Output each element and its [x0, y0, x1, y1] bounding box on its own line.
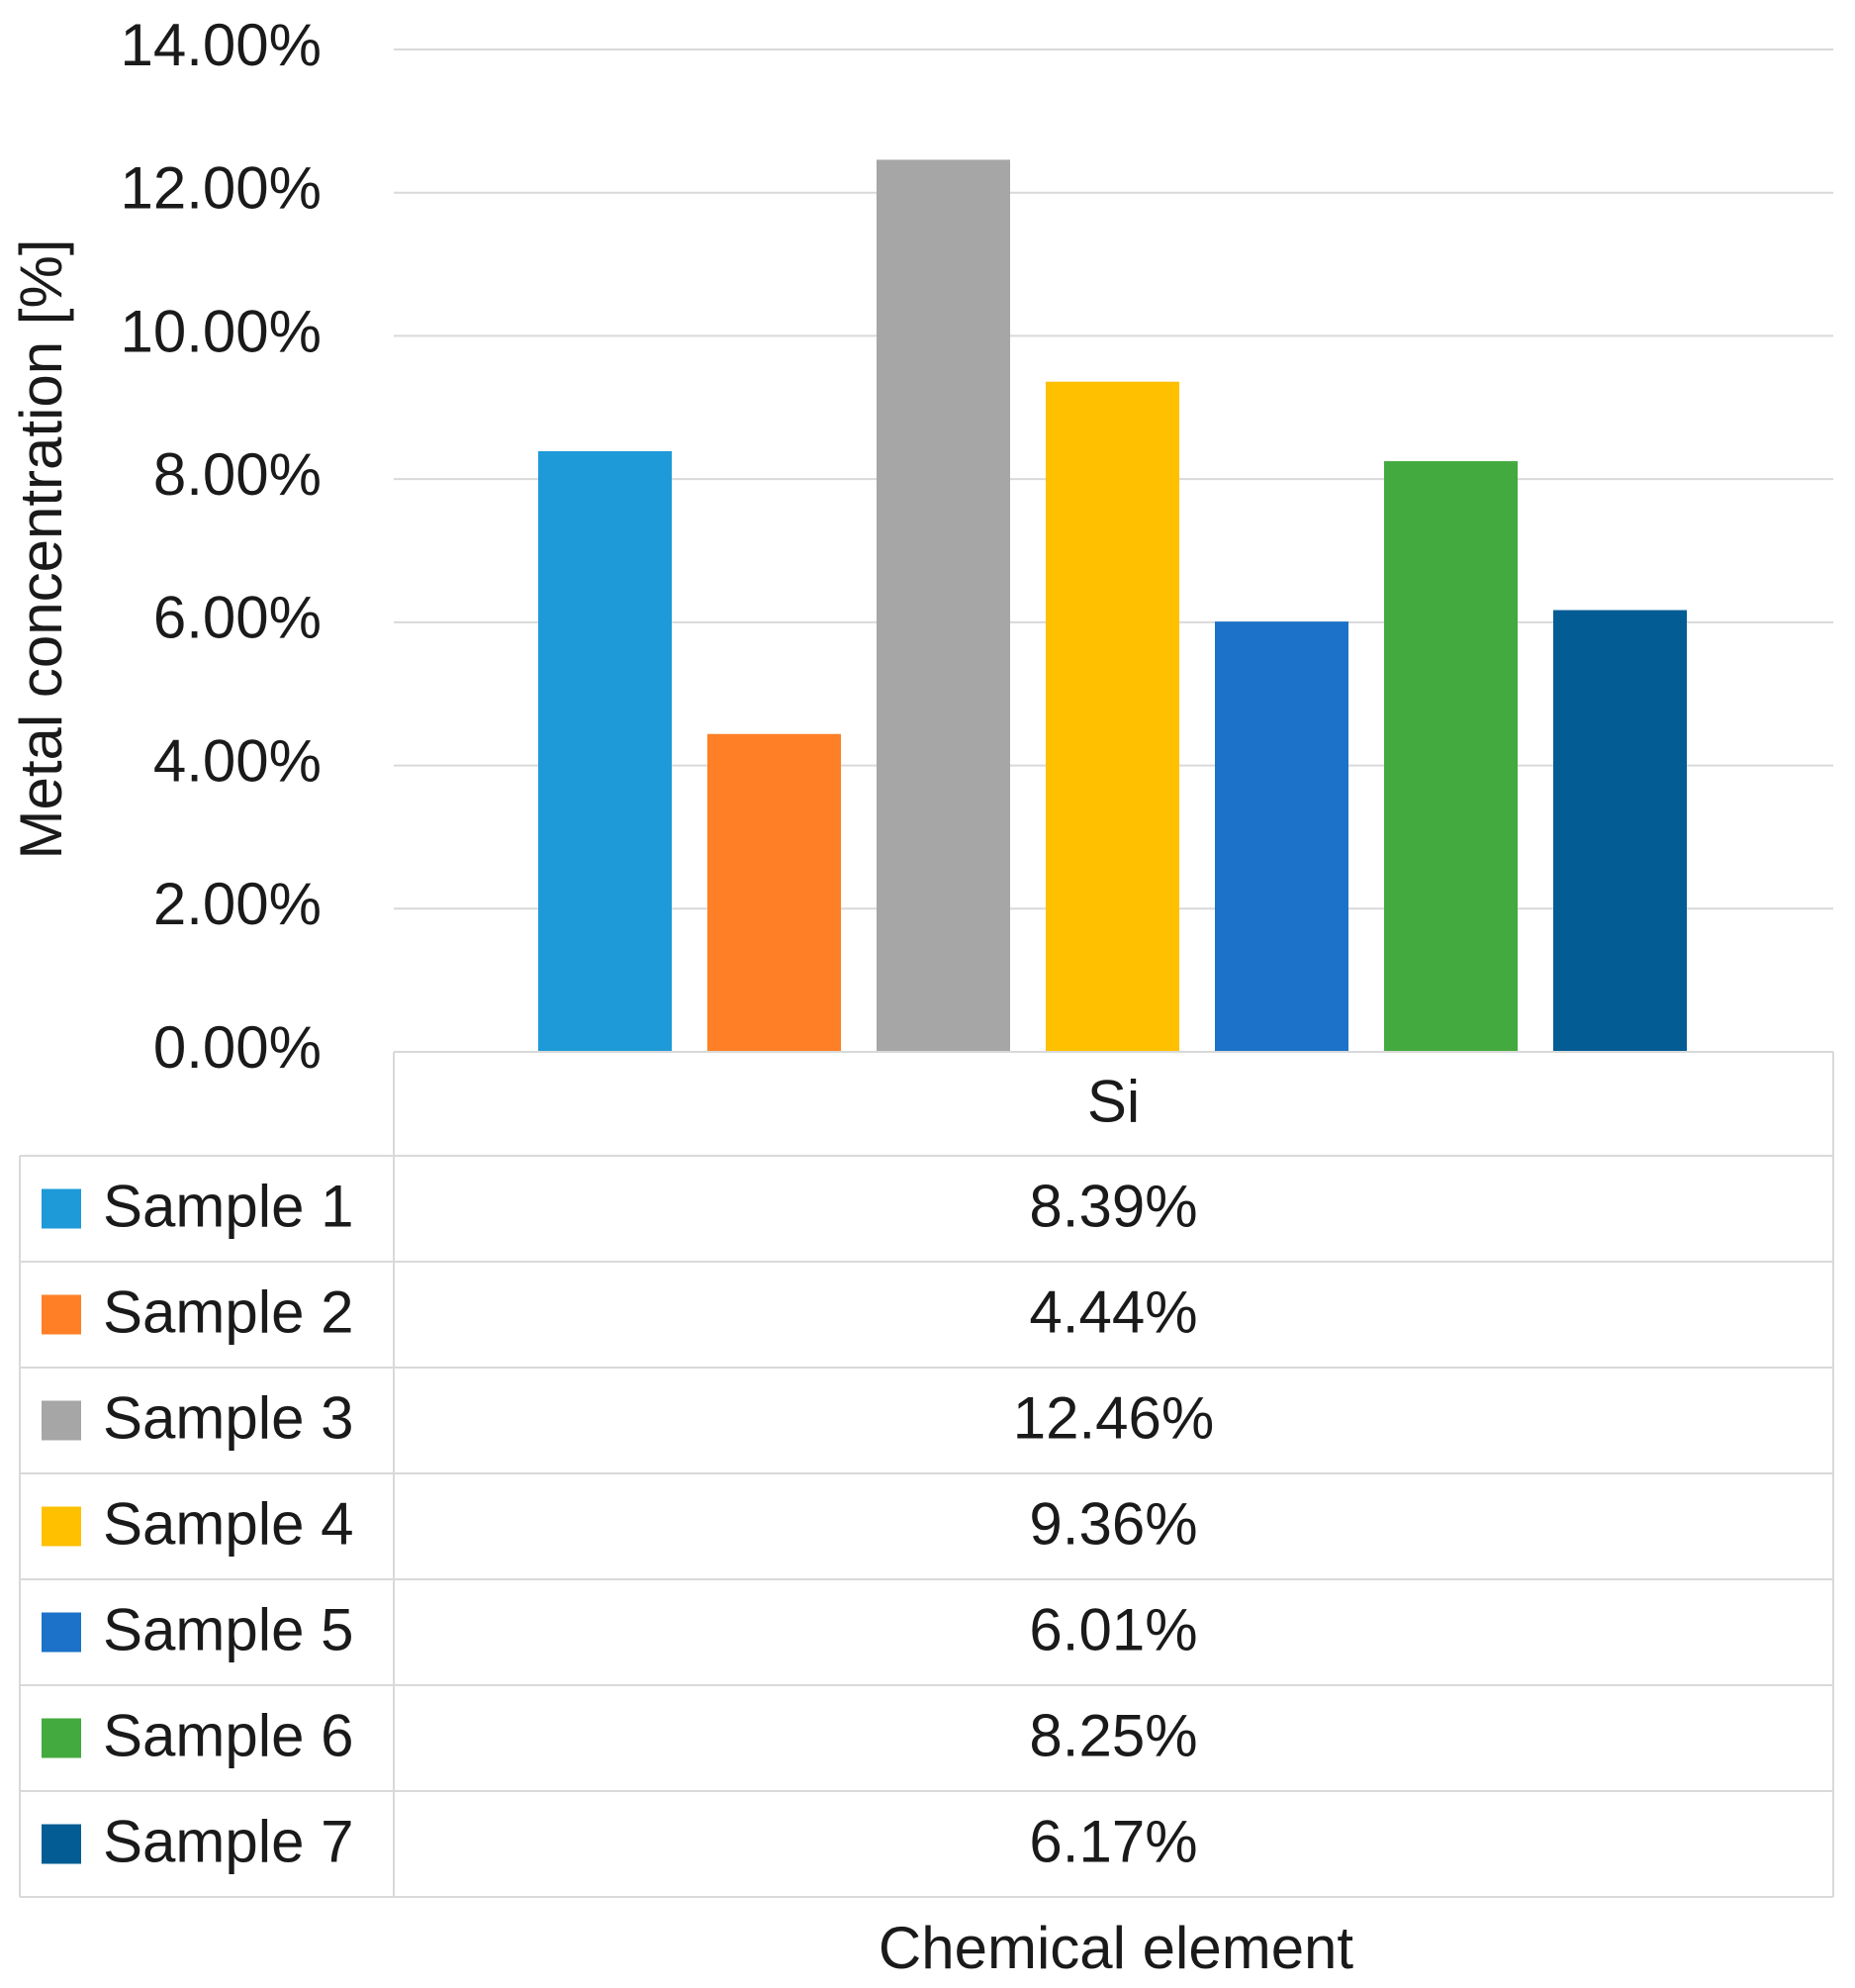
- data-label: 12.46%: [1013, 1384, 1215, 1451]
- y-tick-label: 0.00%: [153, 1014, 322, 1081]
- y-tick-label: 6.00%: [153, 585, 322, 651]
- legend-label: Sample 1: [103, 1173, 353, 1239]
- legend-label: Sample 3: [103, 1384, 353, 1451]
- bar-sample-5: [1215, 621, 1348, 1052]
- legend-label: Sample 5: [103, 1596, 353, 1662]
- bars: [538, 159, 1687, 1052]
- data-label: 6.01%: [1029, 1596, 1197, 1662]
- x-axis-title: Chemical element: [879, 1915, 1354, 1981]
- bar-sample-4: [1046, 381, 1179, 1052]
- data-label: 9.36%: [1029, 1490, 1197, 1557]
- legend-swatch: [42, 1718, 81, 1758]
- bar-sample-3: [877, 159, 1010, 1052]
- legend-swatch: [42, 1824, 81, 1864]
- data-label: 8.39%: [1029, 1173, 1197, 1239]
- legend-label: Sample 4: [103, 1490, 353, 1557]
- legend-swatch: [42, 1294, 81, 1335]
- legend-label: Sample 2: [103, 1278, 353, 1345]
- data-label: 6.17%: [1029, 1808, 1197, 1874]
- y-tick-label: 10.00%: [121, 298, 323, 364]
- data-label: 4.44%: [1029, 1278, 1197, 1345]
- data-label: 8.25%: [1029, 1702, 1197, 1768]
- y-tick-label: 14.00%: [121, 12, 323, 78]
- bar-sample-6: [1384, 461, 1518, 1052]
- y-axis-title: Metal concentration [%]: [8, 239, 74, 860]
- y-tick-label: 2.00%: [153, 871, 322, 937]
- bar-sample-1: [538, 450, 672, 1052]
- category-label: Si: [1087, 1068, 1140, 1134]
- bar-sample-7: [1553, 610, 1687, 1052]
- legend-label: Sample 6: [103, 1702, 353, 1768]
- y-axis-ticks: 0.00% 2.00% 4.00% 6.00% 8.00% 10.00% 12.00% 14.…: [121, 12, 323, 1081]
- legend-swatch: [42, 1612, 81, 1653]
- y-tick-label: 4.00%: [153, 727, 322, 794]
- data-table: Si Sample 1 8.39% Sample 2 4.44% Sample 3 12.4…: [19, 1051, 1834, 1898]
- bar-sample-2: [707, 733, 841, 1052]
- legend-swatch: [42, 1188, 81, 1229]
- legend-swatch: [42, 1400, 81, 1441]
- y-tick-label: 8.00%: [153, 441, 322, 508]
- legend-swatch: [42, 1506, 81, 1547]
- y-tick-label: 12.00%: [121, 155, 323, 222]
- legend-label: Sample 7: [103, 1808, 353, 1874]
